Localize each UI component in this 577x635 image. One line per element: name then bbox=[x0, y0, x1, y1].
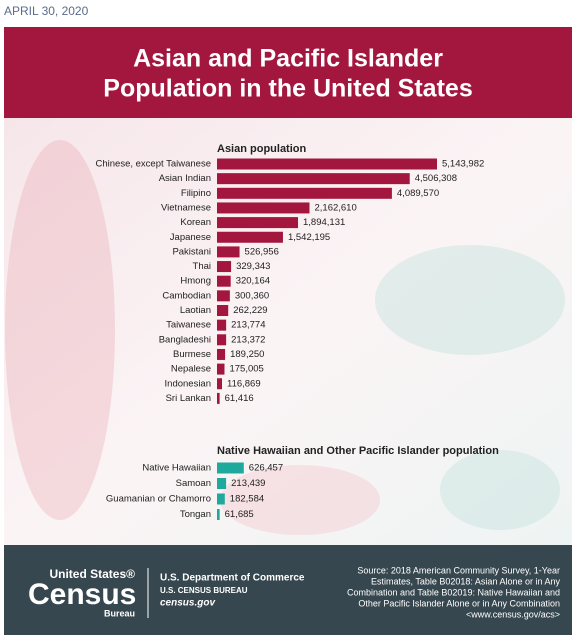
category-label: Burmese bbox=[173, 349, 211, 360]
footer bbox=[4, 545, 572, 635]
bar bbox=[217, 334, 227, 346]
category-label: Sri Lankan bbox=[166, 393, 211, 404]
value-label: 213,439 bbox=[231, 478, 265, 489]
value-label: 182,584 bbox=[230, 494, 264, 505]
value-label: 320,164 bbox=[236, 276, 270, 287]
decoration bbox=[375, 245, 565, 355]
category-label: Cambodian bbox=[162, 290, 211, 301]
category-label: Filipino bbox=[181, 188, 211, 199]
value-label: 626,457 bbox=[249, 463, 283, 474]
value-label: 526,956 bbox=[245, 246, 279, 257]
decoration bbox=[440, 450, 560, 530]
category-label: Native Hawaiian bbox=[142, 463, 211, 474]
bar bbox=[217, 305, 229, 316]
value-label: 61,416 bbox=[225, 393, 254, 404]
bar bbox=[217, 187, 392, 199]
category-label: Korean bbox=[180, 217, 211, 228]
category-label: Laotian bbox=[180, 305, 211, 316]
source-note: Combination and Table B02019: Native Haw… bbox=[347, 587, 560, 597]
category-label: Japanese bbox=[170, 232, 211, 243]
bar bbox=[217, 378, 222, 390]
bar bbox=[217, 290, 230, 302]
value-label: 4,089,570 bbox=[397, 188, 439, 199]
value-label: 213,774 bbox=[231, 320, 265, 331]
category-label: Pakistani bbox=[172, 246, 211, 257]
category-label: Tongan bbox=[180, 509, 211, 520]
value-label: 4,506,308 bbox=[415, 173, 457, 184]
bar bbox=[217, 348, 226, 360]
bar bbox=[217, 217, 299, 229]
bar bbox=[217, 363, 225, 375]
bar bbox=[217, 462, 244, 474]
decoration bbox=[5, 140, 115, 520]
source-note: Other Pacific Islander Alone or in Any C… bbox=[358, 598, 560, 608]
bar bbox=[217, 231, 283, 243]
bar bbox=[217, 158, 437, 170]
value-label: 175,005 bbox=[229, 364, 263, 375]
title: Asian and Pacific Islander bbox=[133, 45, 443, 73]
value-label: 262,229 bbox=[233, 305, 267, 316]
bar bbox=[217, 493, 225, 505]
bar bbox=[217, 509, 220, 520]
value-label: 2,162,610 bbox=[314, 202, 356, 213]
value-label: 189,250 bbox=[230, 349, 264, 360]
title: Population in the United States bbox=[103, 75, 472, 103]
value-label: 213,372 bbox=[231, 334, 265, 345]
logo-text: Census bbox=[28, 578, 136, 611]
logo-text: United States® bbox=[49, 567, 135, 581]
bar bbox=[217, 478, 227, 489]
agency: U.S. CENSUS BUREAU bbox=[160, 586, 248, 595]
bar bbox=[217, 202, 310, 214]
bar bbox=[217, 261, 232, 273]
bar bbox=[217, 246, 240, 258]
value-label: 329,343 bbox=[236, 261, 270, 272]
value-label: 300,360 bbox=[235, 290, 269, 301]
value-label: 5,143,982 bbox=[442, 159, 484, 170]
bar bbox=[217, 319, 227, 331]
agency: U.S. Department of Commerce bbox=[160, 573, 305, 584]
value-label: 1,542,195 bbox=[288, 232, 330, 243]
value-label: 116,869 bbox=[227, 378, 261, 389]
date: APRIL 30, 2020 bbox=[4, 4, 89, 18]
category-label: Vietnamese bbox=[161, 202, 211, 213]
chart-title: Native Hawaiian and Other Pacific Island… bbox=[217, 445, 499, 457]
category-label: Asian Indian bbox=[159, 173, 211, 184]
logo-text: Bureau bbox=[104, 608, 135, 618]
category-label: Hmong bbox=[180, 276, 211, 287]
source-note: Source: 2018 American Community Survey, … bbox=[357, 565, 560, 575]
value-label: 61,685 bbox=[225, 509, 254, 520]
category-label: Samoan bbox=[176, 478, 211, 489]
agency: census.gov bbox=[160, 598, 216, 609]
source-note: Estimates, Table B02018: Asian Alone or … bbox=[371, 576, 560, 586]
category-label: Thai bbox=[193, 261, 211, 272]
bar bbox=[217, 392, 220, 404]
title-banner bbox=[4, 27, 572, 118]
category-label: Nepalese bbox=[171, 364, 211, 375]
source-note: <www.census.gov/acs> bbox=[466, 609, 560, 619]
category-label: Taiwanese bbox=[166, 320, 211, 331]
category-label: Chinese, except Taiwanese bbox=[96, 159, 211, 170]
chart-title: Asian population bbox=[217, 143, 307, 155]
category-label: Indonesian bbox=[165, 378, 211, 389]
bar bbox=[217, 173, 410, 185]
category-label: Bangladeshi bbox=[159, 334, 211, 345]
category-label: Guamanian or Chamorro bbox=[106, 494, 211, 505]
value-label: 1,894,131 bbox=[303, 217, 345, 228]
bar bbox=[217, 275, 231, 287]
decoration bbox=[220, 465, 380, 535]
